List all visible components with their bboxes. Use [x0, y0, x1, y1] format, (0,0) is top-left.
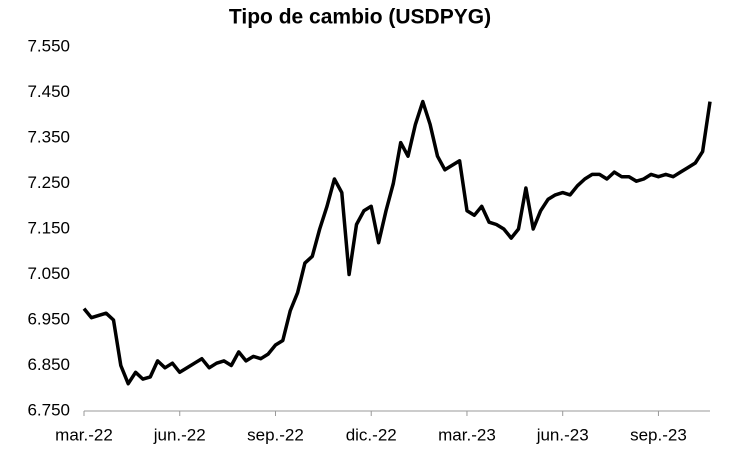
line-series [82, 99, 712, 386]
x-tick-label: jun.-23 [536, 425, 589, 444]
x-tick-label: mar.-23 [438, 425, 496, 444]
y-tick-label: 6.850 [27, 355, 70, 374]
y-tick-label: 7.550 [27, 36, 70, 55]
y-tick-label: 7.350 [27, 127, 70, 146]
x-tick-label: sep.-22 [247, 425, 304, 444]
y-tick-label: 7.250 [27, 173, 70, 192]
x-tick-label: dic.-22 [346, 425, 397, 444]
y-tick-label: 7.450 [27, 82, 70, 101]
y-tick-label: 7.150 [27, 218, 70, 237]
y-tick-label: 6.950 [27, 309, 70, 328]
x-tick-label: sep.-23 [630, 425, 687, 444]
chart-title: Tipo de cambio (USDPYG) [229, 6, 491, 29]
x-tick-label: mar.-22 [55, 425, 113, 444]
x-tick-label: jun.-22 [153, 425, 206, 444]
y-tick-label: 6.750 [27, 400, 70, 419]
y-tick-label: 7.050 [27, 264, 70, 283]
